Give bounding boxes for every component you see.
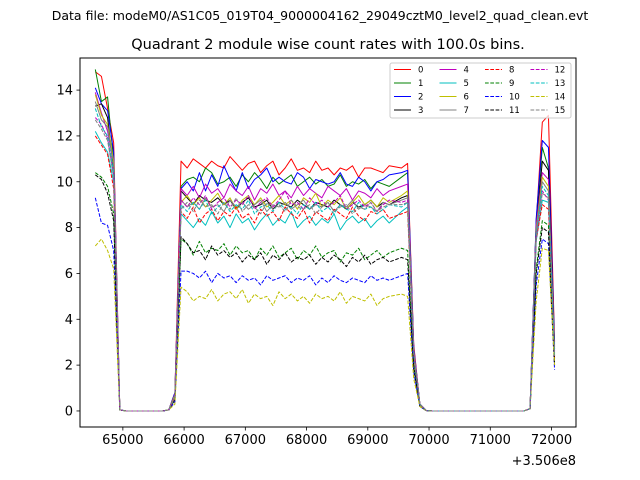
y-tick-label: 12 <box>56 129 73 144</box>
legend-entry-11[interactable]: 11 <box>485 106 520 116</box>
legend-label: 6 <box>464 93 469 103</box>
axes-frame <box>79 57 577 428</box>
legend-entry-14[interactable]: 14 <box>530 93 566 103</box>
plot-area <box>79 57 577 428</box>
legend-label: 10 <box>509 93 520 103</box>
series-line-15 <box>94 119 556 412</box>
x-axis: 65000 66000 67000 68000 69000 70000 71000 72000 <box>102 427 572 448</box>
legend-entry-6[interactable]: 6 <box>439 93 469 103</box>
y-tick-label: 10 <box>56 175 73 190</box>
y-tick-label: 8 <box>65 221 73 236</box>
legend-entry-12[interactable]: 12 <box>530 66 566 76</box>
legend-label: 14 <box>555 93 566 103</box>
legend-entry-5[interactable]: 5 <box>439 79 469 89</box>
series-layer <box>94 69 556 412</box>
data-file-suptitle: Data file: modeM0/AS1C05_019T04_90000041… <box>52 8 589 23</box>
legend-label: 5 <box>464 79 469 89</box>
legend-frame <box>389 62 572 119</box>
legend-entry-4[interactable]: 4 <box>439 66 469 76</box>
legend-label: 12 <box>555 66 566 76</box>
legend-entry-7[interactable]: 7 <box>439 106 469 116</box>
legend-entry-1[interactable]: 1 <box>394 79 423 89</box>
legend-label: 15 <box>555 106 566 116</box>
legend-label: 11 <box>509 106 520 116</box>
x-tick-label: 68000 <box>286 433 327 448</box>
legend-label: 8 <box>509 66 514 76</box>
y-tick-label: 2 <box>65 359 73 374</box>
legend-label: 7 <box>464 106 469 116</box>
legend-label: 9 <box>509 79 514 89</box>
y-tick-label: 0 <box>65 404 73 419</box>
x-tick-label: 72000 <box>531 433 572 448</box>
legend-entry-15[interactable]: 15 <box>530 106 566 116</box>
y-tick-label: 4 <box>65 313 73 328</box>
y-tick-label: 6 <box>65 267 73 282</box>
legend-entry-8[interactable]: 8 <box>485 66 514 76</box>
y-axis: 0 2 4 6 8 10 12 14 <box>56 84 80 419</box>
x-tick-label: 67000 <box>225 433 266 448</box>
legend-entry-13[interactable]: 13 <box>530 79 566 89</box>
x-tick-label: 65000 <box>102 433 143 448</box>
legend-entry-0[interactable]: 0 <box>394 66 423 76</box>
x-axis-offset-label: +3.506e8 <box>512 454 576 469</box>
legend-label: 2 <box>418 93 423 103</box>
x-tick-label: 66000 <box>163 433 204 448</box>
legend-label: 3 <box>418 106 423 116</box>
legend-label: 1 <box>418 79 423 89</box>
legend-entry-10[interactable]: 10 <box>485 93 520 103</box>
x-tick-label: 70000 <box>408 433 449 448</box>
legend-entry-3[interactable]: 3 <box>394 106 423 116</box>
chart-title: Quadrant 2 module wise count rates with … <box>131 37 525 53</box>
y-tick-label: 14 <box>56 84 73 99</box>
legend-label: 13 <box>555 79 566 89</box>
x-tick-label: 71000 <box>470 433 511 448</box>
x-tick-label: 69000 <box>347 433 388 448</box>
legend-entry-2[interactable]: 2 <box>394 93 423 103</box>
legend-label: 4 <box>464 66 469 76</box>
legend-label: 0 <box>418 66 423 76</box>
legend-entry-9[interactable]: 9 <box>485 79 514 89</box>
